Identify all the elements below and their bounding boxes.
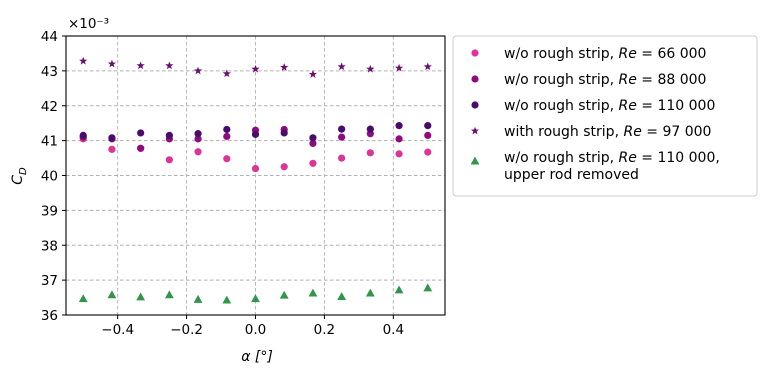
legend-label-line2: upper rod removed bbox=[504, 167, 639, 183]
data-point bbox=[424, 131, 432, 139]
y-tick-label: 38 bbox=[41, 238, 58, 254]
y-tick-label: 39 bbox=[41, 203, 58, 219]
legend-label: with rough strip, Re = 97 000 bbox=[504, 124, 711, 140]
data-point bbox=[108, 145, 116, 153]
legend-marker bbox=[470, 126, 480, 135]
data-point bbox=[337, 62, 346, 71]
data-point bbox=[136, 61, 145, 70]
data-point bbox=[107, 59, 117, 68]
series-4 bbox=[79, 56, 432, 78]
y-tick-label: 36 bbox=[41, 308, 58, 324]
data-point bbox=[366, 125, 374, 133]
legend-box bbox=[452, 35, 758, 197]
y-tick-label: 40 bbox=[41, 169, 58, 185]
data-point bbox=[424, 122, 432, 130]
legend: w/o rough strip, Re = 66 000 w/o rough st… bbox=[452, 35, 758, 197]
data-point bbox=[165, 61, 174, 70]
data-point bbox=[164, 290, 174, 299]
legend-label: w/o rough strip, Re = 66 000 bbox=[504, 46, 706, 62]
data-point bbox=[366, 64, 375, 73]
legend-item-3: w/o rough strip, Re = 110 000 bbox=[471, 98, 715, 114]
legend-label: w/o rough strip, Re = 88 000 bbox=[504, 72, 706, 88]
y-tick-label: 41 bbox=[41, 134, 58, 150]
data-point bbox=[107, 290, 117, 299]
data-point bbox=[194, 130, 202, 138]
legend-label: w/o rough strip, Re = 110 000 bbox=[504, 98, 715, 114]
data-point bbox=[424, 148, 432, 156]
y-tick-label: 42 bbox=[41, 99, 58, 115]
data-point bbox=[223, 132, 231, 141]
x-axis-label: α [°] bbox=[241, 349, 273, 365]
data-point bbox=[222, 69, 231, 78]
data-point bbox=[136, 292, 146, 301]
data-point bbox=[78, 294, 88, 303]
legend-item-5: w/o rough strip, Re = 110 000,upper rod … bbox=[470, 150, 720, 183]
data-point bbox=[337, 292, 347, 301]
data-markers bbox=[78, 56, 433, 304]
data-point bbox=[309, 134, 317, 142]
series-5 bbox=[78, 283, 433, 304]
data-point bbox=[137, 129, 145, 137]
legend-label: w/o rough strip, Re = 110 000, bbox=[504, 150, 720, 166]
y-tick-label: 37 bbox=[41, 273, 58, 289]
data-point bbox=[165, 156, 173, 164]
data-point bbox=[395, 122, 403, 130]
legend-item-2: w/o rough strip, Re = 88 000 bbox=[471, 72, 706, 88]
x-tick-label: −0.4 bbox=[101, 322, 134, 338]
data-point bbox=[395, 150, 403, 158]
data-point bbox=[251, 294, 260, 303]
data-point bbox=[223, 125, 231, 134]
data-point bbox=[108, 134, 116, 142]
x-tick-label: −0.2 bbox=[170, 322, 203, 338]
data-point bbox=[365, 288, 375, 297]
data-point bbox=[308, 288, 318, 297]
data-point bbox=[309, 159, 317, 167]
x-tick-label: 0.2 bbox=[314, 322, 335, 338]
data-point bbox=[338, 133, 346, 141]
data-point bbox=[251, 164, 260, 173]
y-tick-label: 43 bbox=[41, 64, 58, 80]
legend-item-4: with rough strip, Re = 97 000 bbox=[470, 124, 711, 140]
data-point bbox=[194, 135, 202, 143]
data-point bbox=[193, 294, 203, 303]
data-point bbox=[280, 63, 289, 71]
data-point bbox=[338, 154, 346, 162]
data-point bbox=[223, 155, 231, 163]
data-point bbox=[394, 63, 404, 72]
data-point bbox=[366, 149, 374, 157]
data-point bbox=[395, 135, 403, 143]
legend-marker bbox=[471, 101, 479, 109]
data-point bbox=[394, 285, 404, 294]
data-point bbox=[423, 62, 432, 71]
legend-marker bbox=[471, 75, 479, 83]
data-point bbox=[193, 66, 203, 75]
data-point bbox=[423, 283, 433, 292]
data-point bbox=[308, 70, 318, 78]
y-axis-scale-factor: ×10⁻³ bbox=[68, 16, 109, 32]
data-point bbox=[165, 131, 173, 139]
x-tick-label: 0.0 bbox=[245, 322, 266, 338]
data-point bbox=[194, 148, 202, 156]
legend-item-1: w/o rough strip, Re = 66 000 bbox=[471, 46, 706, 62]
data-point bbox=[279, 290, 289, 299]
data-point bbox=[251, 130, 260, 138]
y-tick-label: 44 bbox=[41, 29, 58, 45]
data-point bbox=[79, 56, 88, 65]
data-point bbox=[280, 129, 288, 137]
data-point bbox=[309, 139, 317, 148]
legend-marker bbox=[471, 49, 479, 57]
data-point bbox=[79, 131, 87, 139]
axis-ticks: −0.4 −0.2 0.0 0.2 0.4 36 37 38 39 40 41 42 43 44 bbox=[41, 29, 404, 338]
series-3 bbox=[79, 122, 432, 142]
data-point bbox=[251, 64, 260, 73]
data-point bbox=[222, 295, 232, 304]
data-point bbox=[137, 144, 145, 152]
x-tick-label: 0.4 bbox=[383, 322, 404, 338]
data-point bbox=[338, 125, 346, 133]
grid bbox=[66, 35, 445, 316]
data-point bbox=[280, 163, 288, 171]
legend-marker bbox=[470, 156, 480, 165]
y-axis-label: CD bbox=[10, 167, 29, 185]
